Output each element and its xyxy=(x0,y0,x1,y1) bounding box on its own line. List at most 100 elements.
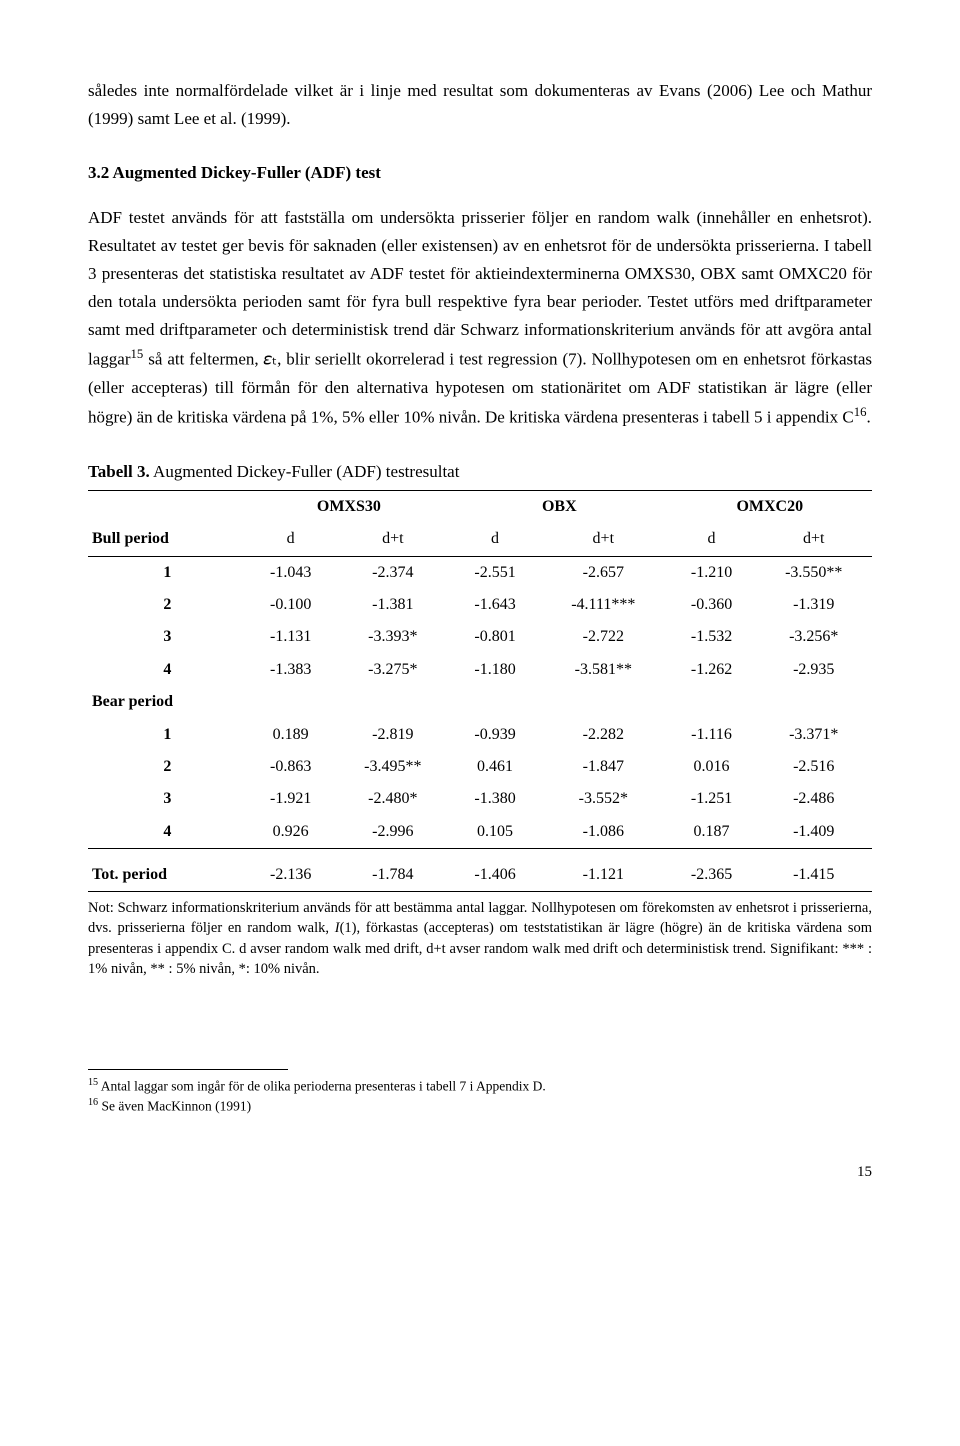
table-caption-rest: Augmented Dickey-Fuller (ADF) testresult… xyxy=(150,462,460,481)
table-cell: -3.581** xyxy=(539,654,668,686)
table-cell: -2.365 xyxy=(668,859,756,892)
table-cell: -3.393* xyxy=(335,621,451,653)
table-sub-header: d xyxy=(451,523,539,556)
table-cell: -1.180 xyxy=(451,654,539,686)
table-row: 4 -1.383 -3.275* -1.180 -3.581** -1.262 … xyxy=(88,654,872,686)
table-cell: -2.136 xyxy=(247,859,335,892)
paragraph-intro: således inte normalfördelade vilket är i… xyxy=(88,77,872,133)
table-cell: -4.111*** xyxy=(539,589,668,621)
table-cell: -3.550** xyxy=(756,556,873,589)
paragraph-adf-part-c: . xyxy=(866,408,870,427)
table-cell: -1.406 xyxy=(451,859,539,892)
table-cell: 0.187 xyxy=(668,816,756,849)
table-cell: -1.532 xyxy=(668,621,756,653)
table-row: 2 -0.100 -1.381 -1.643 -4.111*** -0.360 … xyxy=(88,589,872,621)
table-cell: -1.380 xyxy=(451,783,539,815)
table-cell: 0.189 xyxy=(247,719,335,751)
tot-period-label: Tot. period xyxy=(88,859,247,892)
table-cell: -2.282 xyxy=(539,719,668,751)
table-cell: -2.722 xyxy=(539,621,668,653)
table-note: Not: Schwarz informationskriterium använ… xyxy=(88,898,872,979)
table-cell: -1.643 xyxy=(451,589,539,621)
table-sub-header: d+t xyxy=(335,523,451,556)
table-cell: -1.784 xyxy=(335,859,451,892)
table-caption: Tabell 3. Augmented Dickey-Fuller (ADF) … xyxy=(88,458,872,486)
page-number: 15 xyxy=(88,1160,872,1185)
footnote-number: 16 xyxy=(88,1097,98,1108)
row-key: 2 xyxy=(88,751,247,783)
paragraph-adf-body: ADF testet används för att fastställa om… xyxy=(88,204,872,432)
paragraph-adf-part-b: så att feltermen, 𝜀ₜ, blir seriellt okor… xyxy=(88,350,872,427)
table-cell: -0.863 xyxy=(247,751,335,783)
table-cell: -2.996 xyxy=(335,816,451,849)
table-cell: -1.086 xyxy=(539,816,668,849)
table-cell: -0.801 xyxy=(451,621,539,653)
footnote-separator xyxy=(88,1069,288,1070)
bull-period-label: Bull period xyxy=(88,523,247,556)
table-cell: -1.921 xyxy=(247,783,335,815)
table-row-spacer xyxy=(88,849,872,859)
footnote-16: 16 Se även MacKinnon (1991) xyxy=(88,1096,872,1116)
table-group-header: OMXC20 xyxy=(668,490,872,523)
table-sub-header: d xyxy=(247,523,335,556)
row-key: 4 xyxy=(88,654,247,686)
table-group-header: OMXS30 xyxy=(247,490,451,523)
footnote-ref-16: 16 xyxy=(854,405,867,419)
table-cell: 0.461 xyxy=(451,751,539,783)
table-row: 2 -0.863 -3.495** 0.461 -1.847 0.016 -2.… xyxy=(88,751,872,783)
table-cell: -0.360 xyxy=(668,589,756,621)
table-cell: -3.495** xyxy=(335,751,451,783)
table-row: 4 0.926 -2.996 0.105 -1.086 0.187 -1.409 xyxy=(88,816,872,849)
table-row: Bull period d d+t d d+t d d+t xyxy=(88,523,872,556)
table-cell: -0.939 xyxy=(451,719,539,751)
table-cell: -1.121 xyxy=(539,859,668,892)
paragraph-adf-part-a: ADF testet används för att fastställa om… xyxy=(88,208,872,369)
table-cell: -2.486 xyxy=(756,783,873,815)
table-cell: -1.415 xyxy=(756,859,873,892)
table-cell: -1.116 xyxy=(668,719,756,751)
row-key: 3 xyxy=(88,783,247,815)
table-row: Bear period xyxy=(88,686,872,718)
table-sub-header: d+t xyxy=(756,523,873,556)
table-cell: -2.480* xyxy=(335,783,451,815)
table-cell: -3.371* xyxy=(756,719,873,751)
table-cell: -0.100 xyxy=(247,589,335,621)
table-cell: -2.657 xyxy=(539,556,668,589)
table-cell: -1.409 xyxy=(756,816,873,849)
table-row: Tot. period -2.136 -1.784 -1.406 -1.121 … xyxy=(88,859,872,892)
table-cell: -1.262 xyxy=(668,654,756,686)
table-row: 3 -1.131 -3.393* -0.801 -2.722 -1.532 -3… xyxy=(88,621,872,653)
table-cell: 0.926 xyxy=(247,816,335,849)
table-cell: -1.847 xyxy=(539,751,668,783)
table-cell: -3.275* xyxy=(335,654,451,686)
section-heading-adf: 3.2 Augmented Dickey-Fuller (ADF) test xyxy=(88,159,872,187)
footnote-number: 15 xyxy=(88,1077,98,1088)
table-cell: -3.552* xyxy=(539,783,668,815)
table-cell: -3.256* xyxy=(756,621,873,653)
footnote-text: Se även MacKinnon (1991) xyxy=(98,1099,251,1114)
table-caption-label: Tabell 3. xyxy=(88,462,150,481)
table-row: 1 -1.043 -2.374 -2.551 -2.657 -1.210 -3.… xyxy=(88,556,872,589)
table-cell: -1.319 xyxy=(756,589,873,621)
table-cell: -1.210 xyxy=(668,556,756,589)
table-cell: 0.105 xyxy=(451,816,539,849)
table-cell: -1.131 xyxy=(247,621,335,653)
table-cell: 0.016 xyxy=(668,751,756,783)
table-cell: -1.251 xyxy=(668,783,756,815)
footnote-15: 15 Antal laggar som ingår för de olika p… xyxy=(88,1076,872,1096)
table-group-header: OBX xyxy=(451,490,668,523)
table-sub-header: d+t xyxy=(539,523,668,556)
row-key: 1 xyxy=(88,719,247,751)
table-cell: -2.819 xyxy=(335,719,451,751)
table-cell: -1.043 xyxy=(247,556,335,589)
table-row: 1 0.189 -2.819 -0.939 -2.282 -1.116 -3.3… xyxy=(88,719,872,751)
table-sub-header: d xyxy=(668,523,756,556)
footnote-text: Antal laggar som ingår för de olika peri… xyxy=(98,1079,546,1094)
footnote-ref-15: 15 xyxy=(130,347,143,361)
row-key: 1 xyxy=(88,556,247,589)
table-cell: -2.551 xyxy=(451,556,539,589)
row-key: 2 xyxy=(88,589,247,621)
table-cell: -2.516 xyxy=(756,751,873,783)
adf-table: OMXS30 OBX OMXC20 Bull period d d+t d d+… xyxy=(88,490,872,892)
bear-period-label: Bear period xyxy=(88,686,247,718)
